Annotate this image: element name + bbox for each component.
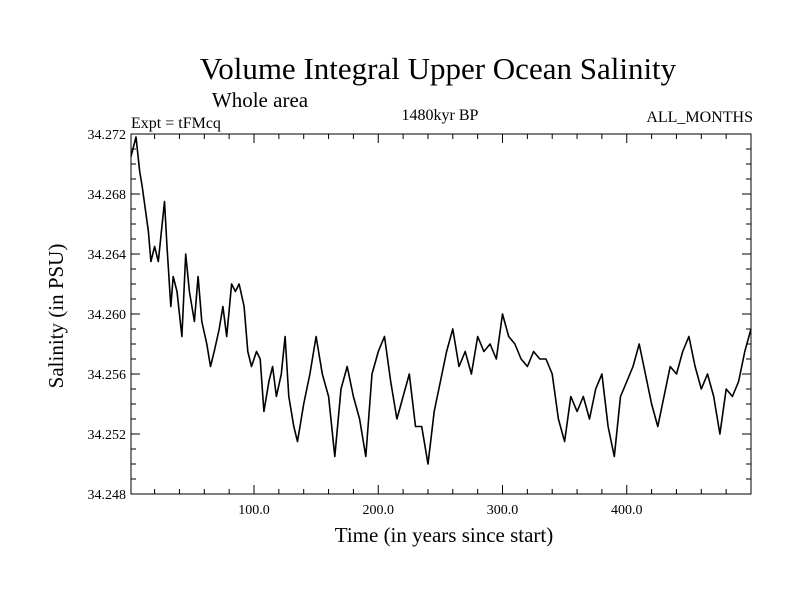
y-axis: 34.248 34.252 34.256 34.260 34.264 34.268 34.2… xyxy=(88,128,751,503)
y-tick-label: 34.268 xyxy=(88,188,127,203)
y-tick-label: 34.272 xyxy=(88,128,127,143)
x-tick-label: 100.0 xyxy=(238,503,270,518)
chart-title: Volume Integral Upper Ocean Salinity xyxy=(200,51,677,86)
y-tick-label: 34.252 xyxy=(88,428,127,443)
chart-subtitle: Whole area xyxy=(212,88,309,112)
period-label: 1480kyr BP xyxy=(402,107,479,124)
y-tick-label: 34.248 xyxy=(88,488,127,503)
x-axis: 100.0 200.0 300.0 400.0 xyxy=(154,134,727,518)
plot-area xyxy=(130,133,752,495)
y-axis-label: Salinity (in PSU) xyxy=(44,244,68,389)
x-axis-label: Time (in years since start) xyxy=(335,523,554,547)
y-tick-label: 34.264 xyxy=(88,248,127,263)
x-tick-label: 300.0 xyxy=(487,503,519,518)
y-tick-label: 34.256 xyxy=(88,368,127,383)
months-label: ALL_MONTHS xyxy=(646,109,753,126)
x-tick-label: 400.0 xyxy=(611,503,643,518)
y-tick-label: 34.260 xyxy=(88,308,127,323)
experiment-label: Expt = tFMcq xyxy=(131,115,221,132)
series-line-0 xyxy=(130,136,752,465)
x-tick-label: 200.0 xyxy=(363,503,395,518)
